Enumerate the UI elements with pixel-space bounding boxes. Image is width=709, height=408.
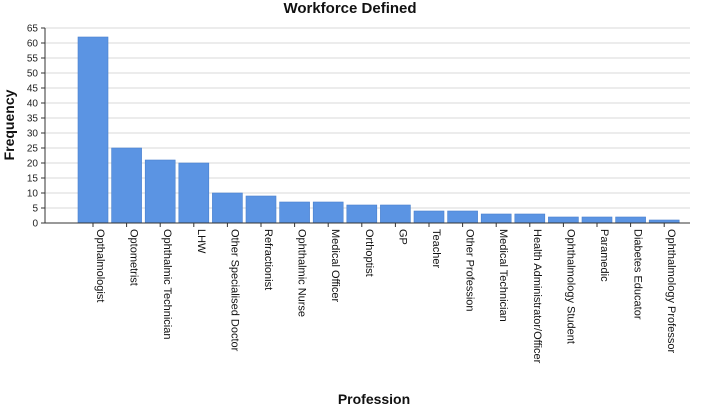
x-tick-label: Ophthalmic Nurse — [296, 229, 308, 317]
x-tick-labels: Opthalmologist Optometrist Ophthalmic Tech… — [92, 223, 677, 364]
x-tick-label: Optometrist — [128, 229, 140, 286]
x-tick-label: LHW — [195, 229, 207, 254]
x-tick-label: Opthalmologist — [94, 229, 106, 302]
x-tick-label: Health Administrator/Officer — [531, 229, 543, 364]
x-tick-label: Medical Officer — [329, 229, 341, 302]
x-tick-label: Orthoptist — [363, 229, 375, 277]
bar — [212, 192, 243, 224]
y-tick-label: 20 — [27, 159, 39, 170]
bar — [514, 213, 546, 224]
x-tick-label: Other Specialised Doctor — [228, 229, 240, 352]
y-tick-label: 55 — [27, 54, 39, 65]
y-axis-title: Frequency — [1, 89, 17, 160]
y-tick-labels: 0 5 10 15 20 25 30 35 40 45 50 55 60 65 — [27, 24, 45, 230]
y-tick-label: 45 — [27, 84, 39, 95]
bar — [548, 216, 579, 224]
x-tick-label: Diabetes Educator — [632, 229, 644, 320]
bar — [346, 204, 378, 224]
bar — [447, 210, 478, 224]
x-tick-label: Paramedic — [598, 229, 610, 282]
x-tick-label: Ophthalmology Student — [564, 229, 576, 344]
bar — [413, 210, 445, 224]
y-tick-label: 60 — [27, 39, 39, 50]
y-tick-label: 50 — [27, 69, 39, 80]
bar — [312, 201, 344, 224]
bar — [77, 36, 109, 224]
bar — [279, 201, 310, 224]
x-tick-label: Teacher — [430, 229, 442, 268]
bar — [615, 216, 646, 224]
y-tick-label: 30 — [27, 129, 39, 140]
y-tick-label: 35 — [27, 114, 39, 125]
bar — [245, 195, 277, 224]
bar — [178, 162, 210, 224]
axes — [44, 28, 690, 224]
x-tick-label: Medical Technician — [497, 229, 509, 322]
bar — [581, 216, 613, 224]
x-axis-title: Profession — [338, 391, 410, 407]
x-tick-label: Ophthalmology Professor — [665, 229, 677, 353]
bar — [480, 213, 512, 224]
x-tick-label: GP — [396, 229, 408, 245]
x-tick-label: Ophthalmic Technician — [161, 229, 173, 339]
bar — [111, 147, 142, 224]
y-tick-label: 5 — [32, 204, 38, 215]
y-tick-label: 65 — [27, 24, 39, 35]
chart-title: Workforce Defined — [283, 0, 416, 17]
y-tick-label: 0 — [32, 219, 38, 230]
y-tick-label: 25 — [27, 144, 39, 155]
bar — [380, 204, 411, 224]
y-tick-label: 40 — [27, 99, 39, 110]
bar — [144, 159, 176, 224]
y-tick-label: 15 — [27, 174, 39, 185]
bars — [77, 36, 680, 224]
y-tick-label: 10 — [27, 189, 39, 200]
x-tick-label: Other Profession — [464, 229, 476, 312]
x-tick-label: Refractionist — [262, 229, 274, 290]
